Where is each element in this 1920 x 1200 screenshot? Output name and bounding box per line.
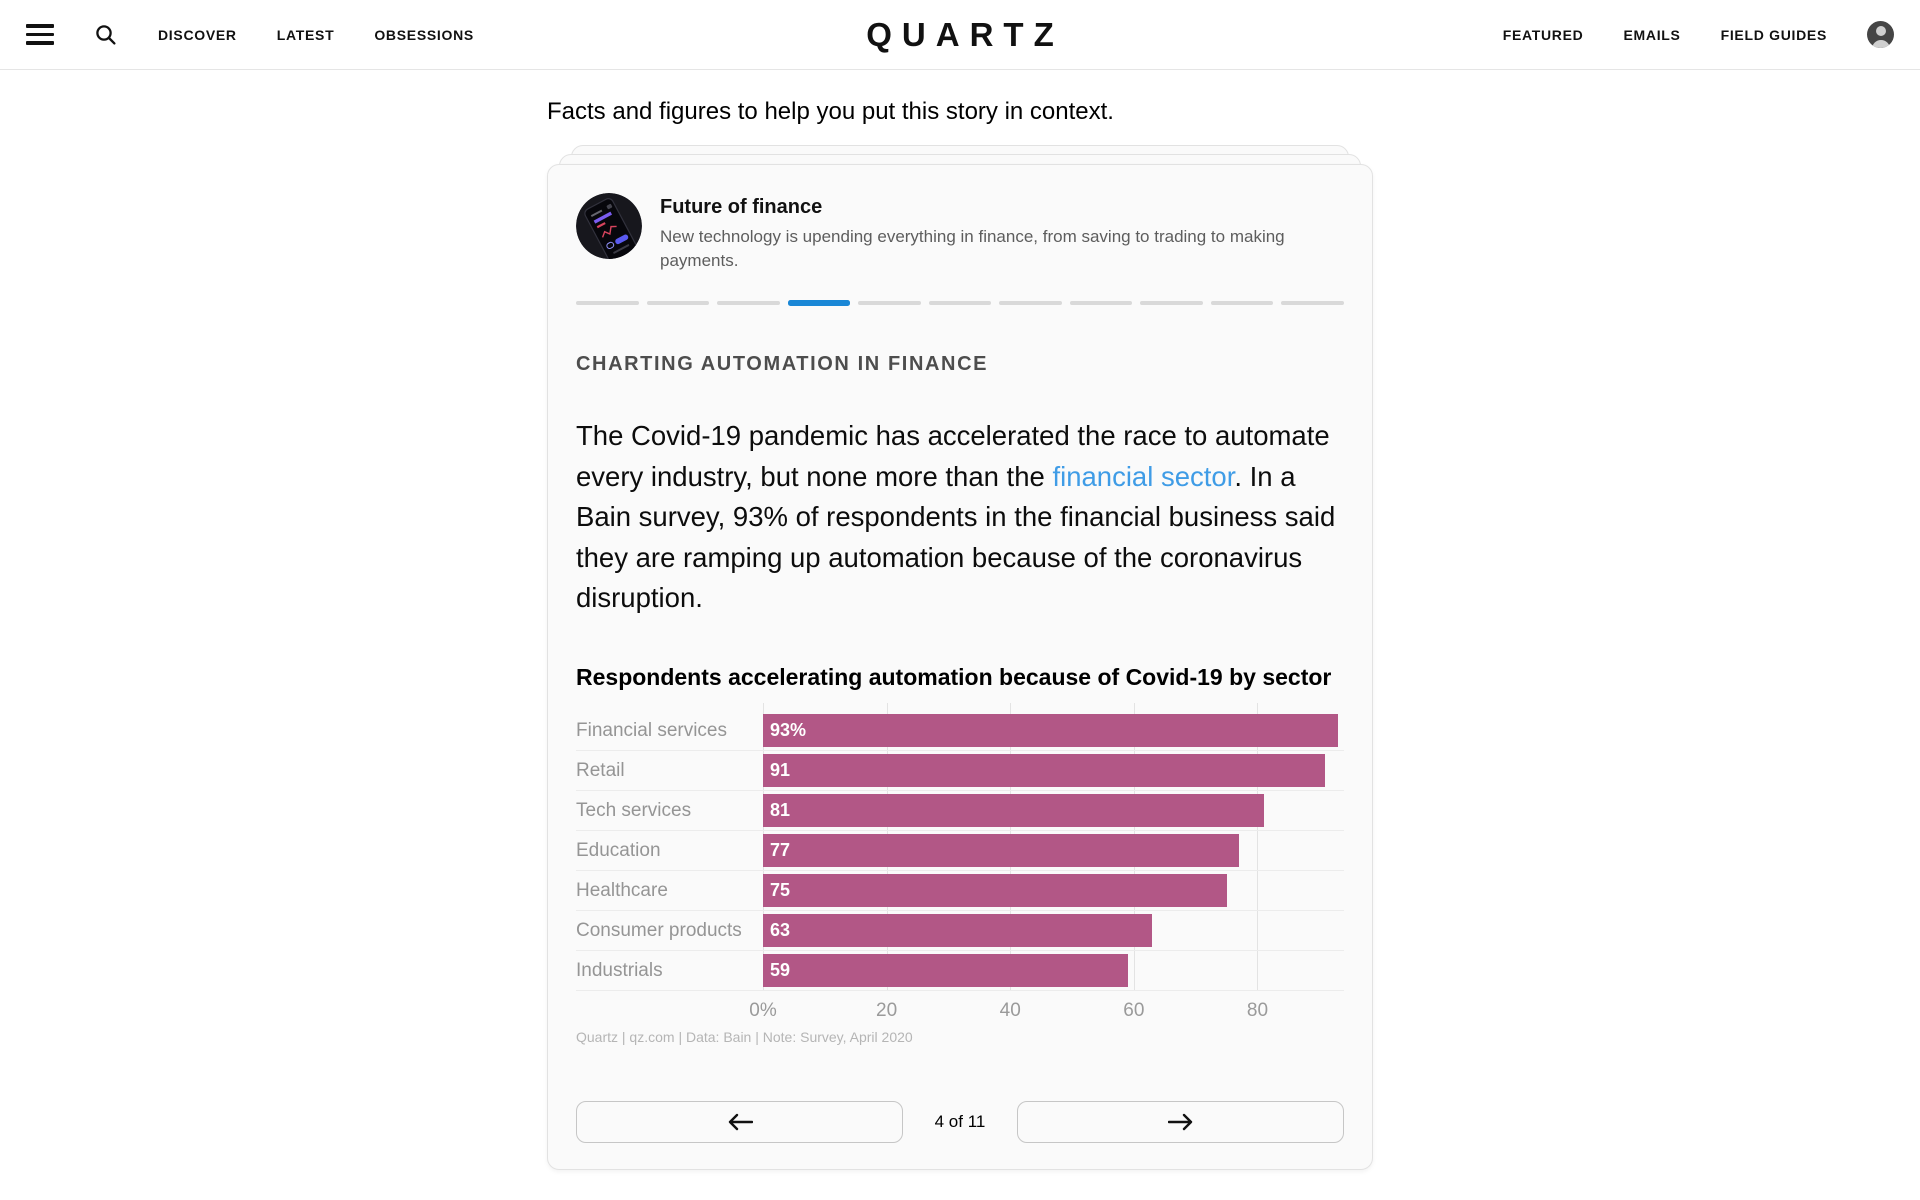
- card-stack: Future of finance New technology is upen…: [547, 145, 1373, 1171]
- category-label: Tech services: [576, 799, 692, 821]
- series-description: New technology is upending everything in…: [660, 227, 1285, 271]
- chart-source: Quartz | qz.com | Data: Bain | Note: Sur…: [576, 1029, 913, 1046]
- nav-obsessions[interactable]: OBSESSIONS: [374, 26, 474, 43]
- bar-value-label: 91: [770, 760, 791, 781]
- progress-segment: [576, 301, 639, 306]
- nav-emails[interactable]: EMAILS: [1623, 26, 1681, 43]
- nav-field-guides[interactable]: FIELD GUIDES: [1720, 26, 1827, 43]
- progress-segment: [999, 301, 1062, 306]
- x-axis-track: 0% 20 40 60 80: [749, 991, 1344, 1027]
- bar-value-label: 77: [770, 840, 791, 861]
- bar: 93%: [763, 714, 1338, 748]
- category-label: Retail: [576, 759, 625, 781]
- x-axis-tick: 0%: [749, 1000, 777, 1022]
- chart-title: Respondents accelerating automation beca…: [576, 664, 1332, 691]
- story-paragraph: The Covid-19 pandemic has accelerated th…: [576, 416, 1344, 618]
- progress-segment: [1140, 301, 1203, 306]
- bar-value-label: 59: [770, 960, 791, 981]
- bar: 91: [763, 754, 1326, 788]
- bar: 75: [763, 874, 1227, 908]
- category-label: Financial services: [576, 719, 727, 741]
- bar-value-label: 81: [770, 800, 791, 821]
- financial-sector-link[interactable]: financial sector: [1052, 460, 1235, 492]
- pager: 4 of 11: [576, 1101, 1344, 1144]
- chart-rows: Financial services 93% Retail 91 Tech servic…: [576, 711, 1344, 992]
- arrow-right-icon: [1167, 1114, 1192, 1131]
- x-axis-tick: 60: [1123, 1000, 1145, 1022]
- arrow-left-icon: [728, 1114, 753, 1131]
- chart-row: Education 77: [576, 831, 1344, 872]
- nav-discover[interactable]: DISCOVER: [158, 26, 237, 43]
- progress-segment: [858, 301, 921, 306]
- progress-segment: [717, 301, 780, 306]
- profile-avatar-icon[interactable]: [1867, 21, 1894, 48]
- bar: 81: [763, 794, 1264, 828]
- bar-value-label: 75: [770, 880, 791, 901]
- bar-value-label: 93%: [770, 720, 807, 741]
- nav-right-group: FEATURED EMAILS FIELD GUIDES: [1503, 21, 1894, 48]
- series-title: Future of finance: [660, 196, 823, 218]
- category-label: Industrials: [576, 959, 663, 981]
- main-content: Facts and figures to help you put this s…: [547, 98, 1373, 1171]
- deck-card: Future of finance New technology is upen…: [547, 164, 1373, 1171]
- chart-row: Retail 91: [576, 751, 1344, 792]
- search-icon[interactable]: [94, 23, 118, 47]
- prev-button[interactable]: [576, 1101, 903, 1144]
- nav-left-group: DISCOVER LATEST OBSESSIONS: [26, 23, 474, 47]
- top-nav: DISCOVER LATEST OBSESSIONS QUARTZ FEATUR…: [0, 0, 1920, 70]
- x-axis-tick: 40: [999, 1000, 1021, 1022]
- bar: 77: [763, 834, 1239, 868]
- nav-featured[interactable]: FEATURED: [1502, 26, 1584, 43]
- progress-segment: [1069, 301, 1133, 306]
- category-label: Healthcare: [576, 879, 668, 901]
- progress-segment: [928, 301, 992, 306]
- chart-body: Financial services 93% Retail 91 Tech servic…: [576, 703, 1344, 992]
- next-button[interactable]: [1017, 1101, 1344, 1144]
- nav-latest[interactable]: LATEST: [276, 26, 335, 43]
- chart-row: Tech services 81: [576, 791, 1344, 832]
- bar: 63: [763, 914, 1153, 948]
- series-header: Future of finance New technology is upen…: [576, 193, 1344, 273]
- chart-row: Financial services 93%: [576, 711, 1344, 752]
- chart-x-axis: 0% 20 40 60 80: [576, 991, 1344, 1027]
- chart-row: Consumer products 63: [576, 911, 1344, 952]
- chart-row: Healthcare 75: [576, 871, 1344, 912]
- bar-chart: Respondents accelerating automation beca…: [576, 664, 1344, 1045]
- story-text-after: . In a Bain survey, 93% of respondents i…: [576, 460, 1336, 613]
- category-label: Consumer products: [576, 919, 742, 941]
- category-label: Education: [576, 839, 661, 861]
- progress-segment: [1281, 301, 1345, 306]
- chart-row: Industrials 59: [576, 951, 1344, 992]
- x-axis-tick: 20: [876, 1000, 898, 1022]
- x-axis-tick: 80: [1246, 1000, 1269, 1022]
- context-heading: Facts and figures to help you put this s…: [547, 98, 1114, 125]
- progress-segment: [646, 301, 710, 306]
- series-thumbnail-image: [576, 193, 642, 259]
- story-text-before: The Covid-19 pandemic has accelerated th…: [576, 420, 1330, 492]
- menu-icon[interactable]: [26, 24, 54, 45]
- progress-segment: [1210, 301, 1274, 306]
- quartz-logo[interactable]: QUARTZ: [866, 15, 1064, 53]
- progress-segment: [787, 300, 851, 307]
- bar: 59: [763, 954, 1128, 988]
- pager-position: 4 of 11: [934, 1112, 986, 1132]
- deck-progress: [576, 299, 1345, 307]
- series-text: Future of finance New technology is upen…: [660, 193, 1308, 273]
- bar-value-label: 63: [770, 920, 791, 941]
- section-heading: CHARTING AUTOMATION IN FINANCE: [576, 353, 989, 376]
